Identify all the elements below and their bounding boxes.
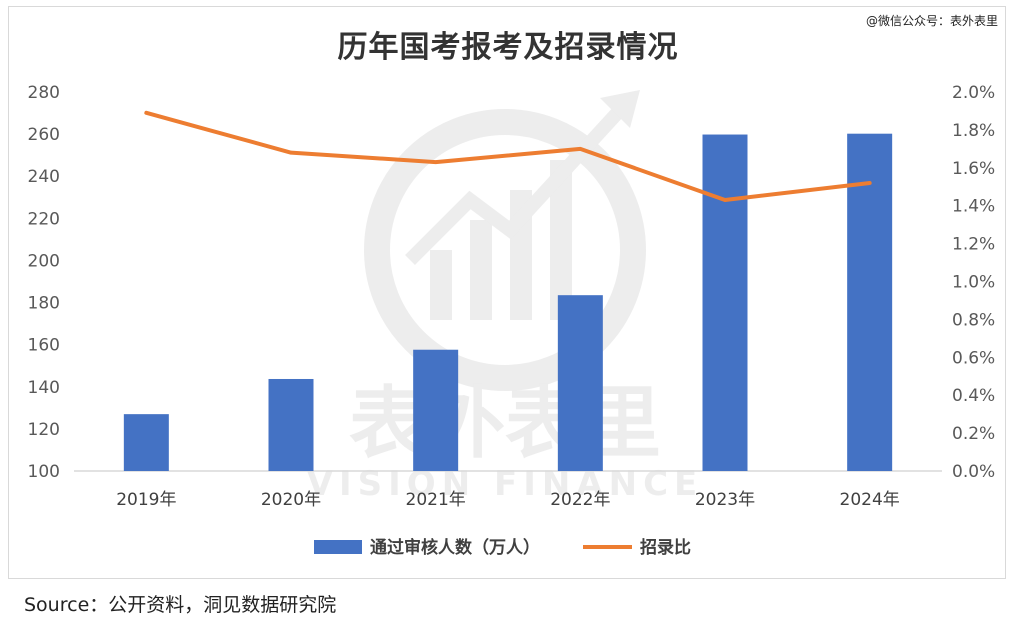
bar	[413, 349, 459, 471]
credit-text: @微信公众号：表外表里	[865, 14, 998, 28]
series-line	[144, 110, 872, 203]
legend-label-bar: 通过审核人数（万人）	[370, 537, 540, 558]
y-left-tick-label: 280	[28, 83, 60, 103]
x-tick-label: 2022年	[550, 490, 610, 510]
y-right-tick-label: 1.2%	[952, 235, 995, 255]
watermark-bar	[510, 190, 532, 320]
legend-swatch-bar	[314, 540, 362, 554]
y-left-tick-label: 240	[28, 167, 60, 187]
x-tick-label: 2019年	[116, 490, 176, 510]
bar	[702, 134, 748, 471]
y-right-tick-label: 0.4%	[952, 386, 995, 406]
line-group	[144, 110, 872, 203]
legend-label-line: 招录比	[640, 537, 691, 558]
watermark-text-cn: 表外表里	[349, 379, 661, 469]
y-right-tick-label: 0.6%	[952, 348, 995, 368]
y-right-tick-label: 2.0%	[952, 83, 995, 103]
watermark-bar	[550, 160, 572, 320]
y-right-tick-label: 0.0%	[952, 462, 995, 482]
watermark-ring	[364, 109, 646, 391]
y-right-tick-label: 1.6%	[952, 159, 995, 179]
watermark-text-en: VISION FINANCE	[307, 464, 704, 504]
y-left-tick-label: 260	[28, 125, 60, 145]
y-right-tick-label: 0.2%	[952, 424, 995, 444]
axes-group: 100 120 140 160 180 200 220 240 260 280 0.0% 0.2% 0.…	[28, 83, 996, 510]
bar	[123, 414, 169, 471]
y-left-tick-label: 160	[28, 336, 60, 356]
watermark-arrowhead	[600, 90, 640, 128]
watermark-bar	[430, 250, 452, 320]
y-right-tick-label: 1.0%	[952, 273, 995, 293]
x-tick-label: 2020年	[261, 490, 321, 510]
bar	[847, 133, 893, 471]
x-tick-label: 2024年	[840, 490, 900, 510]
y-left-tick-label: 100	[28, 462, 60, 482]
y-left-tick-label: 220	[28, 209, 60, 229]
y-left-tick-label: 200	[28, 251, 60, 271]
y-left-tick-label: 140	[28, 378, 60, 398]
y-right-tick-label: 1.8%	[952, 121, 995, 141]
x-tick-label: 2021年	[406, 490, 466, 510]
watermark-arrow	[405, 105, 626, 265]
source-note: Source：公开资料，洞见数据研究院	[24, 594, 337, 616]
watermark-logo: 表外表里 VISION FINANCE	[307, 90, 704, 504]
bars-group	[123, 133, 893, 471]
chart-title: 历年国考报考及招录情况	[337, 30, 679, 65]
x-tick-label: 2023年	[695, 490, 755, 510]
watermark-bar	[470, 220, 492, 320]
bar	[557, 295, 603, 471]
legend: 通过审核人数（万人） 招录比	[314, 537, 691, 558]
y-right-tick-label: 0.8%	[952, 310, 995, 330]
y-left-tick-label: 180	[28, 294, 60, 314]
chart-frame	[8, 6, 1006, 579]
y-left-tick-label: 120	[28, 420, 60, 440]
bar	[268, 378, 314, 471]
y-right-tick-label: 1.4%	[952, 197, 995, 217]
